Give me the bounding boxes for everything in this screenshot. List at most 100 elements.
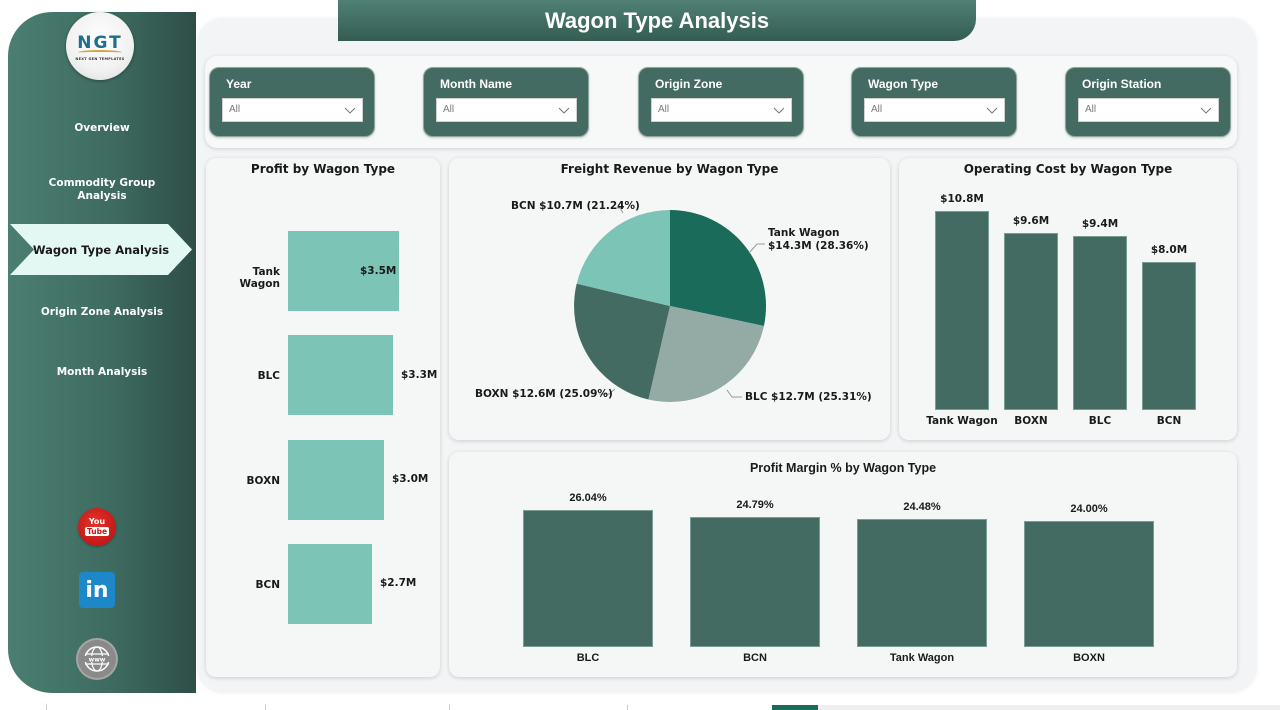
chevron-down-icon <box>1200 107 1212 114</box>
dropdown-value: All <box>658 104 670 115</box>
dropdown-value: All <box>871 104 883 115</box>
page-tab-divider <box>46 705 47 710</box>
bar-blc[interactable] <box>288 335 393 415</box>
bar-boxn[interactable] <box>1004 233 1058 410</box>
freight-revenue-card: Freight Revenue by Wagon Type Tank Wagon… <box>449 158 890 440</box>
filter-origin-station: Origin Station All <box>1065 67 1231 137</box>
filter-label: Origin Station <box>1082 77 1162 91</box>
leader-line <box>726 389 742 398</box>
linkedin-icon[interactable]: in <box>79 572 115 608</box>
youtube-icon-bottom: Tube <box>84 527 110 536</box>
sidebar-item-label: Origin Zone Analysis <box>40 306 164 318</box>
bar-category: BOXN <box>1073 652 1105 664</box>
filter-label: Year <box>226 77 252 91</box>
dropdown-value: All <box>443 104 455 115</box>
filter-month-name: Month Name All <box>423 67 589 137</box>
svg-text:www: www <box>89 656 106 663</box>
sidebar-item-origin-zone-analysis[interactable]: Origin Zone Analysis <box>8 306 196 319</box>
linkedin-icon-text: in <box>85 577 109 603</box>
chevron-down-icon <box>986 107 998 114</box>
bar-tank-wagon[interactable] <box>857 519 987 647</box>
bar-value-label: 24.79% <box>736 499 774 511</box>
bar-boxn[interactable] <box>1024 521 1154 647</box>
sidebar-item-month-analysis[interactable]: Month Analysis <box>8 366 196 379</box>
sidebar-item-label: Wagon Type Analysis <box>32 242 170 257</box>
website-icon[interactable]: www <box>78 640 116 678</box>
profit-by-wagon-type-card: Profit by Wagon Type Tank Wagon $3.5M BL… <box>206 158 440 677</box>
pie-label-name: Tank Wagon <box>768 227 840 239</box>
sidebar-item-label: Month Analysis <box>56 366 148 378</box>
chart-title: Operating Cost by Wagon Type <box>963 162 1173 176</box>
bar-tank-wagon[interactable] <box>935 211 989 410</box>
sidebar-item-wagon-type-analysis[interactable]: Wagon Type Analysis <box>10 224 192 275</box>
origin-zone-dropdown[interactable]: All <box>651 98 792 122</box>
leader-line <box>599 388 616 395</box>
chevron-down-icon <box>344 107 356 114</box>
bar-boxn[interactable] <box>288 440 384 520</box>
bar-value-label: $3.0M <box>392 473 429 485</box>
youtube-icon[interactable]: You Tube <box>78 508 116 546</box>
bar-value-label: $9.4M <box>1081 218 1119 230</box>
wagon-type-dropdown[interactable]: All <box>864 98 1005 122</box>
bar-value-label: $3.5M <box>360 265 397 277</box>
bar-bcn[interactable] <box>1142 262 1196 410</box>
bar-bcn[interactable] <box>288 544 372 624</box>
bar-category: BCN <box>743 652 767 664</box>
bar-category: BCN <box>1156 415 1182 427</box>
month-name-dropdown[interactable]: All <box>436 98 577 122</box>
bar-tank-wagon[interactable] <box>288 231 399 311</box>
pie-slice-tank-wagon[interactable] <box>670 210 767 326</box>
bar-category: BCN <box>255 579 281 591</box>
bar-category: BLC <box>257 370 280 382</box>
dropdown-value: All <box>229 104 241 115</box>
filter-origin-zone: Origin Zone All <box>638 67 804 137</box>
filter-label: Wagon Type <box>868 77 938 91</box>
page-tab-active[interactable] <box>772 705 818 710</box>
operating-cost-card: Operating Cost by Wagon Type $10.8M Tank… <box>899 158 1237 440</box>
dropdown-value: All <box>1085 104 1097 115</box>
bar-blc[interactable] <box>1073 236 1127 410</box>
page-tab-divider <box>449 705 450 710</box>
sidebar-item-label: Commodity Group Analysis <box>48 177 156 202</box>
page-title: Wagon Type Analysis <box>544 7 770 33</box>
pie-slice-bcn[interactable] <box>576 210 670 306</box>
pie-label-boxn: BOXN $12.6M (25.09%) <box>475 388 613 400</box>
bar-value-label: $8.0M <box>1150 244 1188 256</box>
pie-label-blc: BLC $12.7M (25.31%) <box>745 391 872 403</box>
bar-category: BLC <box>1088 415 1112 427</box>
sidebar: NGT NEXT GEN TEMPLATES Overview Commodit… <box>8 12 196 693</box>
bar-value-label: 24.00% <box>1070 503 1108 515</box>
logo-subtext: NEXT GEN TEMPLATES <box>75 57 125 61</box>
bar-value-label: $9.6M <box>1012 215 1050 227</box>
chart-title: Freight Revenue by Wagon Type <box>560 162 779 176</box>
chevron-down-icon <box>558 107 570 114</box>
chart-title: Profit Margin % by Wagon Type <box>749 461 937 475</box>
origin-station-dropdown[interactable]: All <box>1078 98 1219 122</box>
bar-category: Tank Wagon <box>239 266 281 290</box>
page-tab-divider <box>265 705 266 710</box>
page-tab-divider <box>627 705 628 710</box>
year-dropdown[interactable]: All <box>222 98 363 122</box>
logo-text: NGT <box>77 33 123 53</box>
bar-blc[interactable] <box>523 510 653 647</box>
bar-category: BOXN <box>1014 415 1048 427</box>
sidebar-item-overview[interactable]: Overview <box>8 122 196 135</box>
bar-category: BOXN <box>246 475 280 487</box>
filter-label: Origin Zone <box>655 77 723 91</box>
globe-icon: www <box>84 646 110 672</box>
sidebar-item-commodity-group-analysis[interactable]: Commodity Group Analysis <box>8 177 196 203</box>
logo: NGT NEXT GEN TEMPLATES <box>66 12 134 80</box>
bar-bcn[interactable] <box>690 517 820 647</box>
pie-slice-blc[interactable] <box>648 306 764 402</box>
pie-label-value: $14.3M (28.36%) <box>768 240 869 252</box>
leader-line <box>612 207 624 214</box>
page-tabs-strip <box>0 702 1280 710</box>
bar-value-label: $10.8M <box>940 193 984 205</box>
bar-category: Tank Wagon <box>889 652 955 664</box>
pie-slice-boxn[interactable] <box>574 283 670 400</box>
bar-value-label: $3.3M <box>401 369 438 381</box>
profit-margin-card: Profit Margin % by Wagon Type 26.04% BLC… <box>449 452 1237 677</box>
bar-category: Tank Wagon <box>926 415 998 427</box>
sidebar-item-label: Overview <box>74 122 130 134</box>
